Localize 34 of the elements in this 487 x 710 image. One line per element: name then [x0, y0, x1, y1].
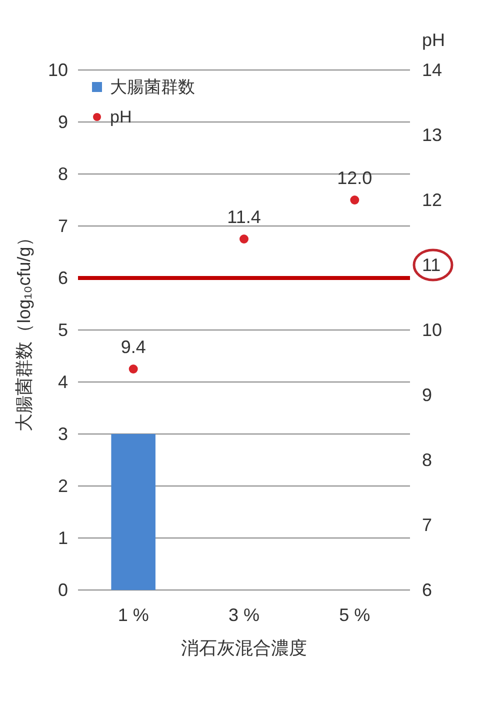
data-label: 12.0: [337, 168, 372, 188]
data-label: 9.4: [120, 337, 146, 357]
y-tick-label: 1: [58, 528, 68, 548]
y-tick-label: 2: [58, 476, 68, 496]
y2-tick-label: 12: [422, 190, 442, 210]
y-tick-label: 7: [58, 216, 68, 236]
y-tick-label: 8: [58, 164, 68, 184]
legend-label: 大腸菌群数: [110, 78, 195, 96]
y2-tick-label: 8: [422, 450, 432, 470]
x-tick-label: 1 %: [118, 605, 149, 625]
point: [240, 234, 248, 244]
y-tick-label: 5: [58, 320, 68, 340]
y2-tick-label: 13: [422, 125, 442, 145]
point: [350, 196, 360, 204]
data-label: 11.4: [227, 207, 261, 227]
y2-tick-label: 14: [422, 60, 442, 80]
y2-tick-label: 9: [422, 385, 432, 405]
y-tick-label: 4: [58, 372, 68, 392]
y2-tick-label: 11: [422, 255, 441, 275]
x-tick-label: 5 %: [339, 605, 370, 625]
y-axis-title: 大腸菌群数（log₁₀cfu/g）: [14, 228, 34, 432]
x-tick-label: 3 %: [228, 605, 260, 625]
y-tick-label: 10: [48, 60, 68, 80]
y-tick-label: 6: [58, 268, 68, 288]
point: [128, 364, 138, 374]
y-tick-label: 3: [58, 424, 68, 444]
legend-label: pH: [110, 108, 132, 126]
x-axis-title: 消石灰混合濃度: [181, 638, 307, 658]
y2-tick-label: 6: [422, 580, 432, 600]
y2-tick-label: 7: [422, 515, 432, 535]
y-tick-label: 0: [58, 580, 68, 600]
y-tick-label: 9: [58, 112, 68, 132]
y2-tick-label: 10: [422, 320, 442, 340]
y2-axis-title: pH: [422, 30, 446, 50]
